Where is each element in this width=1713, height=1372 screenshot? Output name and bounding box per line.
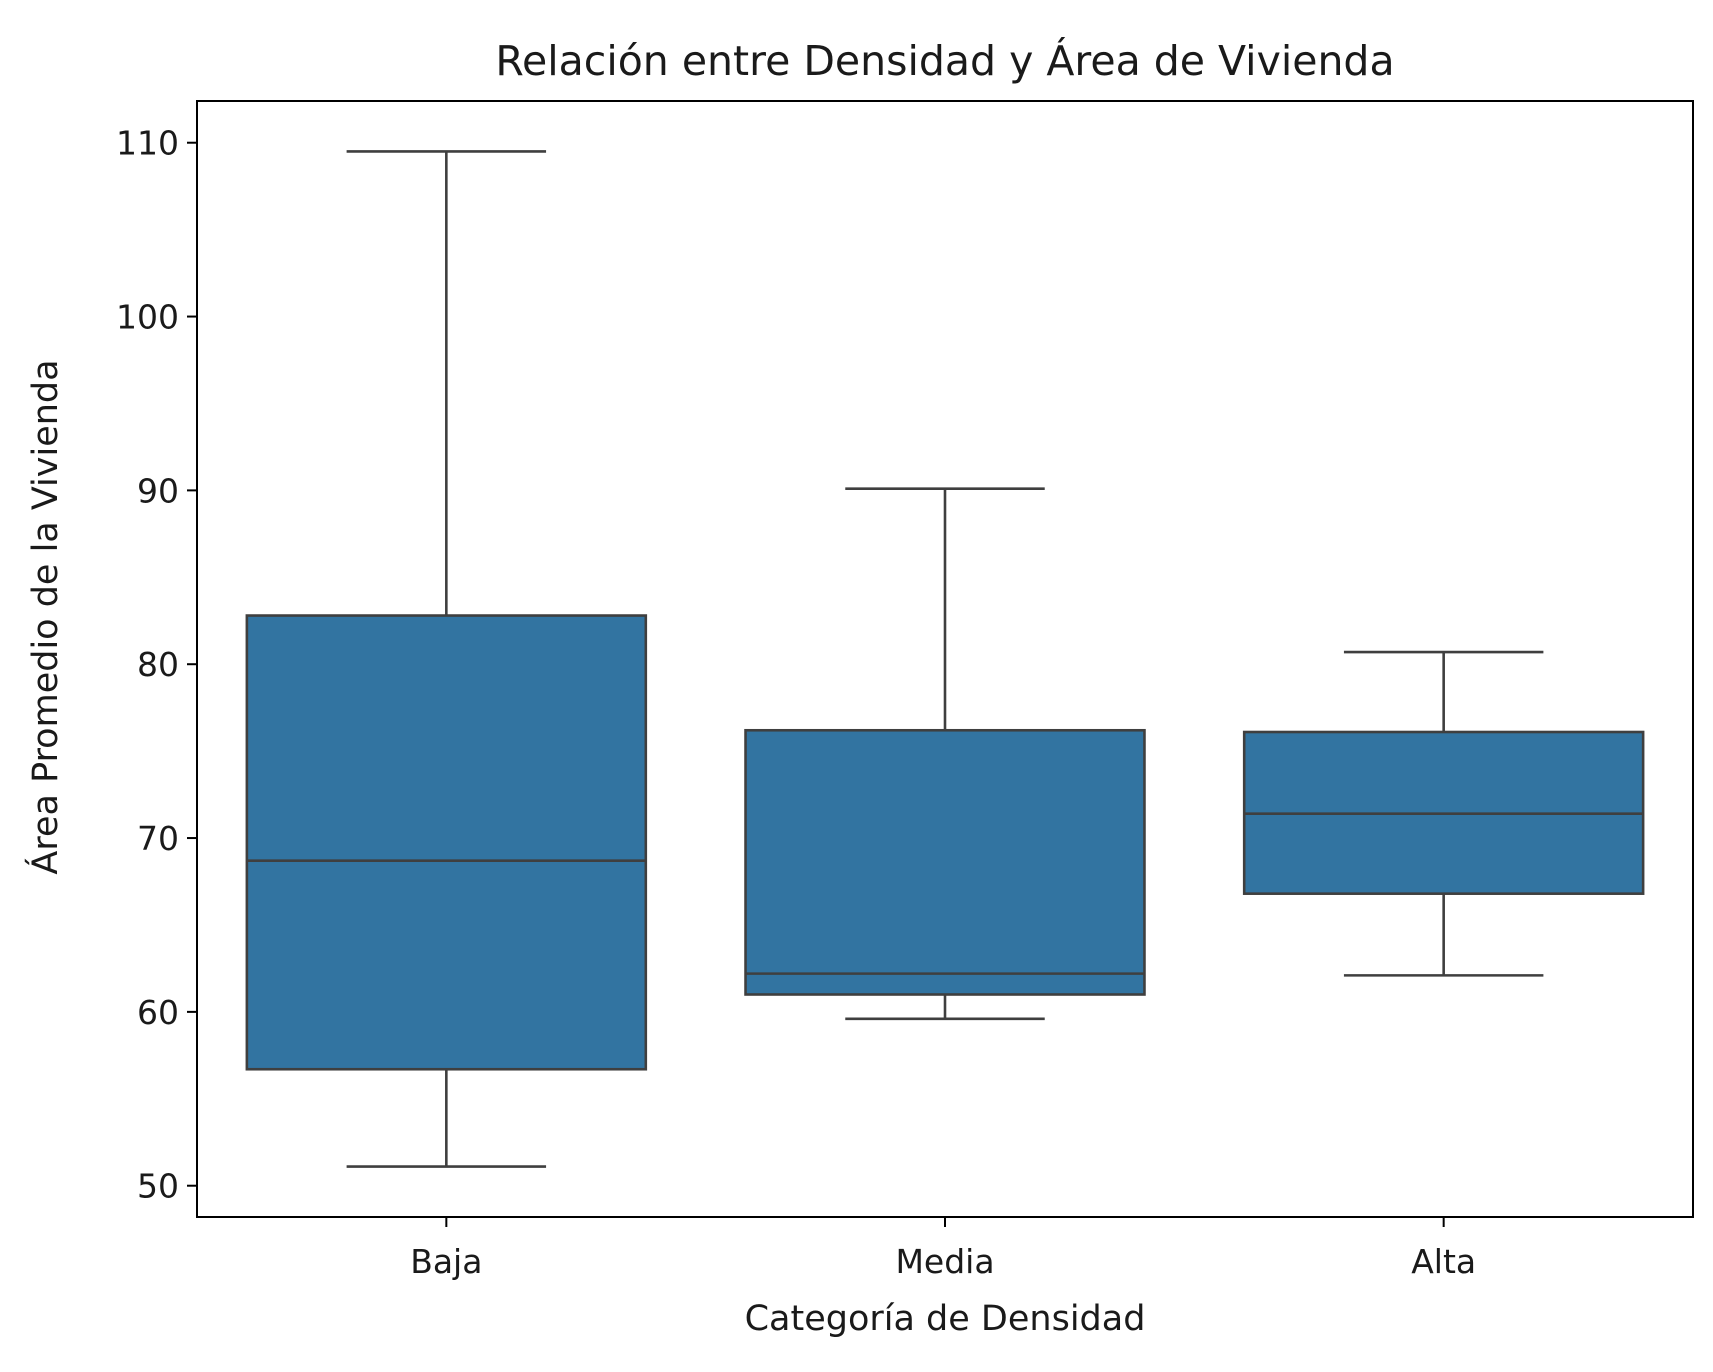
x-tick-label-media: Media [895, 1242, 994, 1281]
x-tick-label-baja: Baja [410, 1242, 482, 1281]
y-tick-label-80: 80 [137, 645, 179, 684]
y-tick-label-70: 70 [137, 819, 179, 858]
plot-area: 50 60 70 80 90 100 110 Baja Media Alta [116, 100, 1694, 1281]
x-tick-label-alta: Alta [1411, 1242, 1476, 1281]
chart-title: Relación entre Densidad y Área de Vivien… [495, 37, 1394, 85]
box-media [744, 728, 1146, 996]
y-tick-label-110: 110 [116, 124, 179, 163]
box-baja [245, 614, 648, 1071]
y-tick-label-90: 90 [137, 471, 179, 510]
y-axis-label: Área Promedio de la Vivienda [24, 359, 66, 874]
y-tick-label-60: 60 [137, 993, 179, 1032]
x-axis-label: Categoría de Densidad [745, 1299, 1146, 1339]
y-tick-label-100: 100 [116, 298, 179, 337]
y-tick-label-50: 50 [137, 1167, 179, 1206]
